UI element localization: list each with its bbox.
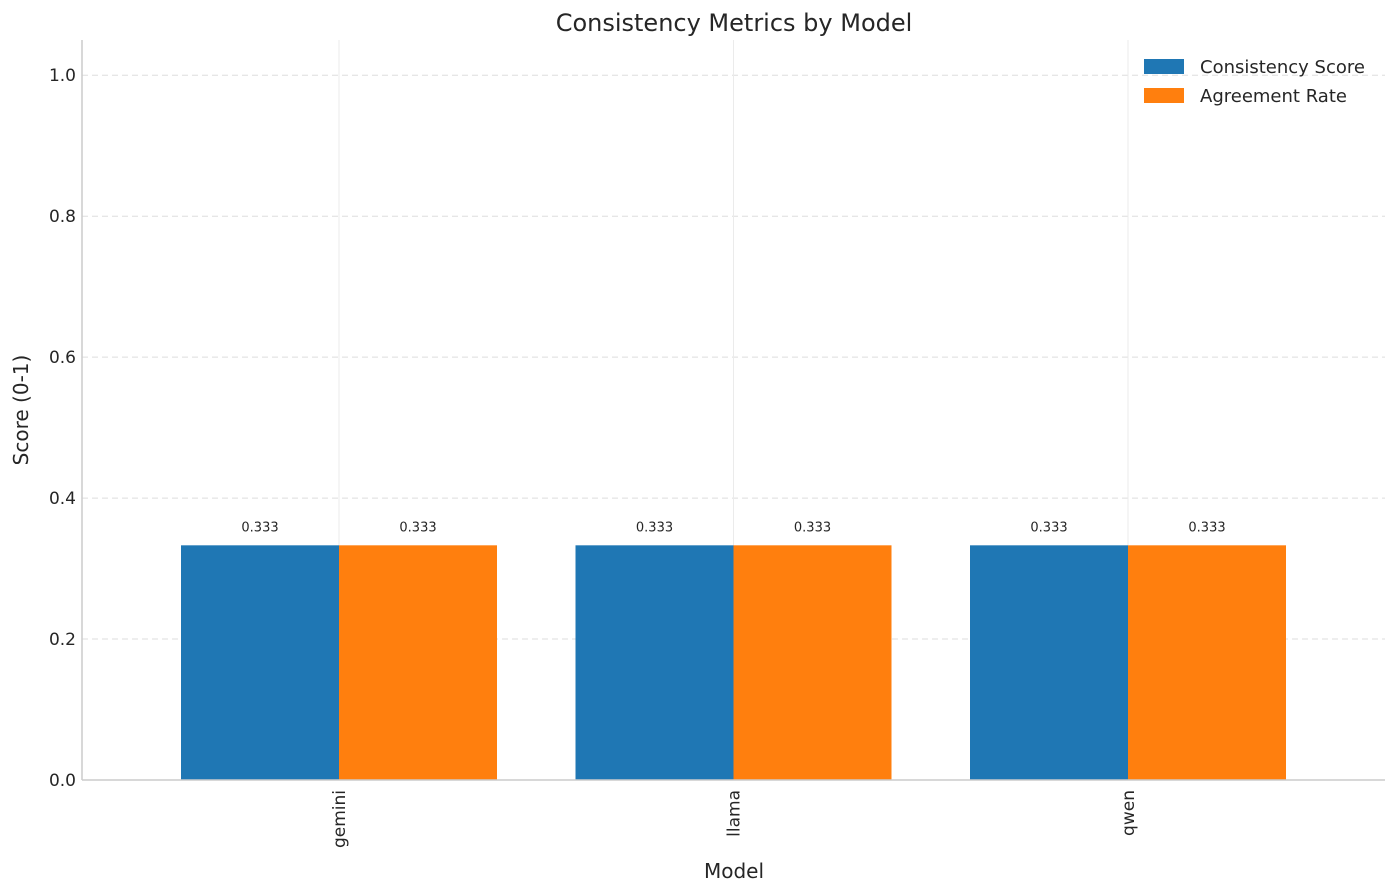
bar-agreement-rate-gemini [339,545,497,780]
y-tick-label: 0.8 [49,207,76,227]
y-tick-label: 0.2 [49,630,76,650]
bar-value-label: 0.333 [636,520,673,535]
legend-entry-label: Consistency Score [1200,57,1365,78]
data-labels: 0.333 0.333 0.333 0.333 0.333 0.333 [241,520,1225,535]
bars [181,545,1286,780]
x-tick-label-qwen: qwen [1119,790,1139,836]
bar-value-label: 0.333 [1188,520,1225,535]
x-tick-label-llama: llama [725,790,745,837]
bar-value-label: 0.333 [399,520,436,535]
bar-consistency-score-llama [575,545,734,780]
bar-agreement-rate-llama [733,545,892,780]
y-tick-label: 0.4 [49,489,76,509]
bar-agreement-rate-qwen [1128,545,1286,780]
legend-swatch [1144,88,1184,103]
x-tick-labels: gemini llama qwen [330,790,1139,848]
axes [81,40,1385,781]
y-axis-label: Score (0-1) [9,355,33,466]
y-tick-labels: 0.0 0.2 0.4 0.6 0.8 1.0 [49,66,76,791]
bar-consistency-score-gemini [181,545,339,780]
x-tick-label-gemini: gemini [330,790,350,848]
y-tick-label: 0.0 [49,771,76,791]
legend-swatch [1144,59,1184,74]
y-tick-label: 1.0 [49,66,76,86]
y-tick-label: 0.6 [49,348,76,368]
chart-title: Consistency Metrics by Model [556,9,913,37]
bar-value-label: 0.333 [241,520,278,535]
legend-entry-label: Agreement Rate [1200,86,1347,107]
bar-consistency-score-qwen [970,545,1128,780]
bar-value-label: 0.333 [794,520,831,535]
x-axis-label: Model [704,859,764,883]
bar-value-label: 0.333 [1030,520,1067,535]
legend: Consistency Score Agreement Rate [1144,57,1365,107]
